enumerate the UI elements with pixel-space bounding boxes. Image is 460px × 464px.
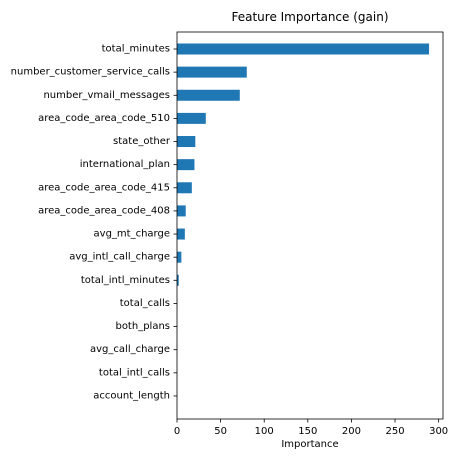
y-tick-label: avg_mt_charge xyxy=(94,229,170,240)
y-tick-label: total_intl_calls xyxy=(99,367,170,378)
y-tick-label: number_customer_service_calls xyxy=(11,67,170,78)
y-tick-label: total_intl_minutes xyxy=(81,275,170,286)
y-tick-label: total_minutes xyxy=(102,44,170,55)
y-tick-label: both_plans xyxy=(115,321,170,332)
y-tick-label: state_other xyxy=(113,136,171,147)
bar-area-code-area-code-415 xyxy=(177,182,192,193)
x-ticks: 0 50 100 150 200 250 300 xyxy=(174,419,448,437)
bar-area-code-area-code-408 xyxy=(177,205,186,216)
bar-number-vmail-messages xyxy=(177,90,240,101)
y-tick-label: account_length xyxy=(93,390,170,401)
y-tick-label: area_code_area_code_415 xyxy=(38,182,170,193)
x-tick-label: 300 xyxy=(429,426,448,437)
bars-layer xyxy=(177,44,429,402)
y-tick-label: avg_intl_call_charge xyxy=(69,252,170,263)
bar-avg-mt-charge xyxy=(177,229,185,240)
x-axis-title: Importance xyxy=(281,439,338,450)
y-tick-label: number_vmail_messages xyxy=(43,90,170,101)
y-tick-label: total_calls xyxy=(120,298,170,309)
bar-total-minutes xyxy=(177,44,429,55)
x-tick-label: 250 xyxy=(385,426,404,437)
bar-international-plan xyxy=(177,159,194,170)
y-tick-label: avg_call_charge xyxy=(90,344,170,355)
x-tick-label: 150 xyxy=(298,426,317,437)
x-tick-label: 50 xyxy=(214,426,227,437)
bar-number-customer-service-calls xyxy=(177,67,247,78)
bar-avg-intl-call-charge xyxy=(177,252,181,263)
x-tick-label: 0 xyxy=(174,426,180,437)
chart-title: Feature Importance (gain) xyxy=(231,10,388,24)
y-tick-label: area_code_area_code_408 xyxy=(38,205,170,216)
bar-state-other xyxy=(177,136,195,147)
bar-area-code-area-code-510 xyxy=(177,113,206,124)
x-tick-label: 100 xyxy=(255,426,274,437)
y-tick-label: area_code_area_code_510 xyxy=(38,113,170,124)
y-tick-labels: total_minutes number_customer_service_cal… xyxy=(11,44,177,402)
y-tick-label: international_plan xyxy=(80,159,170,170)
x-tick-label: 200 xyxy=(342,426,361,437)
